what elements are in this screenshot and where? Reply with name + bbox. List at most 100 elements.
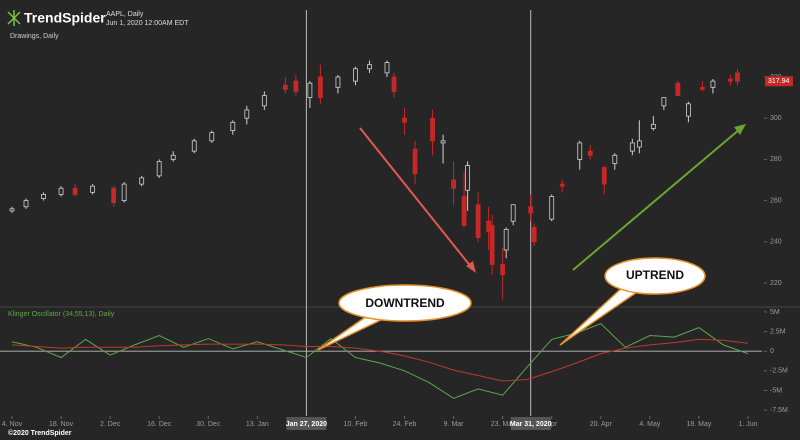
uptrend-label: UPTREND xyxy=(626,268,684,282)
candle-body xyxy=(440,140,446,144)
x-tick-label: 4. May xyxy=(639,421,661,428)
candle-body xyxy=(282,84,288,90)
candle-body xyxy=(686,103,691,117)
timestamp: Jun 1, 2020 12:00AM EDT xyxy=(106,20,189,27)
y-tick-label: 220 xyxy=(770,280,782,287)
candle-body xyxy=(430,117,435,142)
candle-body xyxy=(577,142,583,160)
y-tick-label: 2.5M xyxy=(770,328,786,335)
candle-body xyxy=(587,150,593,156)
y-tick-label: 280 xyxy=(770,156,782,163)
candle-body xyxy=(367,64,372,70)
candle-body xyxy=(489,224,495,265)
downtrend-label: DOWNTREND xyxy=(365,296,445,310)
y-tick-label: 300 xyxy=(770,115,782,122)
crosshair-date: Mar 31, 2020 xyxy=(510,421,552,428)
candle-body xyxy=(261,95,267,107)
candle-body xyxy=(728,78,733,82)
x-tick-label: 18. Nov xyxy=(49,421,74,428)
candle-body xyxy=(629,142,635,152)
candle-body xyxy=(636,140,642,148)
logo: TrendSpider xyxy=(7,10,106,26)
candle-body xyxy=(384,62,390,74)
candle-body xyxy=(650,123,656,129)
x-tick-label: 30. Dec xyxy=(196,421,221,428)
downtrend-callout: DOWNTREND xyxy=(317,284,472,351)
candle-body xyxy=(121,183,127,201)
brand: TrendSpider xyxy=(24,10,106,26)
candle-body xyxy=(58,187,64,195)
candle-body xyxy=(230,121,236,131)
y-tick-label: -5M xyxy=(770,387,782,394)
x-tick-label: 2. Dec xyxy=(100,421,121,428)
x-tick-label: 4. Nov xyxy=(2,421,23,428)
candle-body xyxy=(559,183,565,187)
candle-body xyxy=(90,185,96,193)
x-tick-label: 10. Feb xyxy=(344,421,368,428)
candle-body xyxy=(549,196,555,220)
candle-body xyxy=(531,226,537,243)
indicator-line xyxy=(11,338,749,382)
candle-body xyxy=(475,204,481,239)
candle-body xyxy=(412,148,418,175)
candle-body xyxy=(528,206,534,214)
x-tick-label: 20. Apr xyxy=(590,421,613,428)
candle-body xyxy=(510,204,516,222)
candle-body xyxy=(700,86,705,90)
candle-body xyxy=(353,68,358,82)
x-tick-label: 1. Jun xyxy=(738,421,757,428)
candle-body xyxy=(41,194,46,199)
x-tick-label: Apr xyxy=(546,421,558,428)
uptrend-callout: UPTREND xyxy=(559,257,706,346)
candle-body xyxy=(170,154,176,160)
plot: 2202402602803003205M2.5M0-2.5M-5M-7.5M4.… xyxy=(0,10,793,430)
candle-body xyxy=(503,229,509,251)
candle-body xyxy=(402,117,407,123)
candle-body xyxy=(191,140,197,152)
x-tick-label: 13. Jan xyxy=(246,421,269,428)
candle-body xyxy=(735,72,740,82)
candle-body xyxy=(612,154,618,164)
x-tick-label: 16. Dec xyxy=(147,421,172,428)
candle-body xyxy=(293,80,299,92)
x-tick-label: 23. Mar xyxy=(491,421,515,428)
candle-body xyxy=(391,76,397,92)
candle-body xyxy=(23,200,29,208)
candle-body xyxy=(710,80,716,88)
x-tick-label: 9. Mar xyxy=(444,421,465,428)
y-tick-label: 260 xyxy=(770,197,782,204)
candle-body xyxy=(661,97,667,107)
candle-body xyxy=(209,132,215,142)
candle-body xyxy=(601,167,607,185)
candle-body xyxy=(500,264,506,276)
candle-body xyxy=(156,161,162,177)
candle-body xyxy=(9,208,15,212)
indicator-title: Klinger Oscillator (34,55,13), Daily xyxy=(8,311,115,318)
y-tick-label: -7.5M xyxy=(770,407,788,414)
last-price-box xyxy=(765,76,793,87)
candle-body xyxy=(335,76,341,88)
candle-body xyxy=(465,165,471,191)
candle-body xyxy=(307,82,313,99)
crosshair-date-box xyxy=(286,417,327,430)
crosshair-date: Jan 27, 2020 xyxy=(286,421,327,428)
last-price-label: 317.94 xyxy=(768,78,790,85)
candle-body xyxy=(451,179,456,189)
indicator-line xyxy=(11,323,749,399)
crosshair-date-box xyxy=(510,417,551,430)
copyright: ©2020 TrendSpider xyxy=(8,429,72,437)
candle-body xyxy=(675,82,681,96)
y-tick-label: -2.5M xyxy=(770,368,788,375)
candle-body xyxy=(111,187,117,204)
x-tick-label: 24. Feb xyxy=(393,421,417,428)
symbol: AAPL, Daily xyxy=(106,11,144,18)
candle-body xyxy=(72,187,78,195)
x-tick-label: 18. May xyxy=(686,421,711,428)
candle-body xyxy=(139,177,145,185)
y-tick-label: 0 xyxy=(770,348,774,355)
candle-body xyxy=(244,109,250,119)
drawings-label: Drawings, Daily xyxy=(10,33,59,40)
y-tick-label: 5M xyxy=(770,309,780,316)
